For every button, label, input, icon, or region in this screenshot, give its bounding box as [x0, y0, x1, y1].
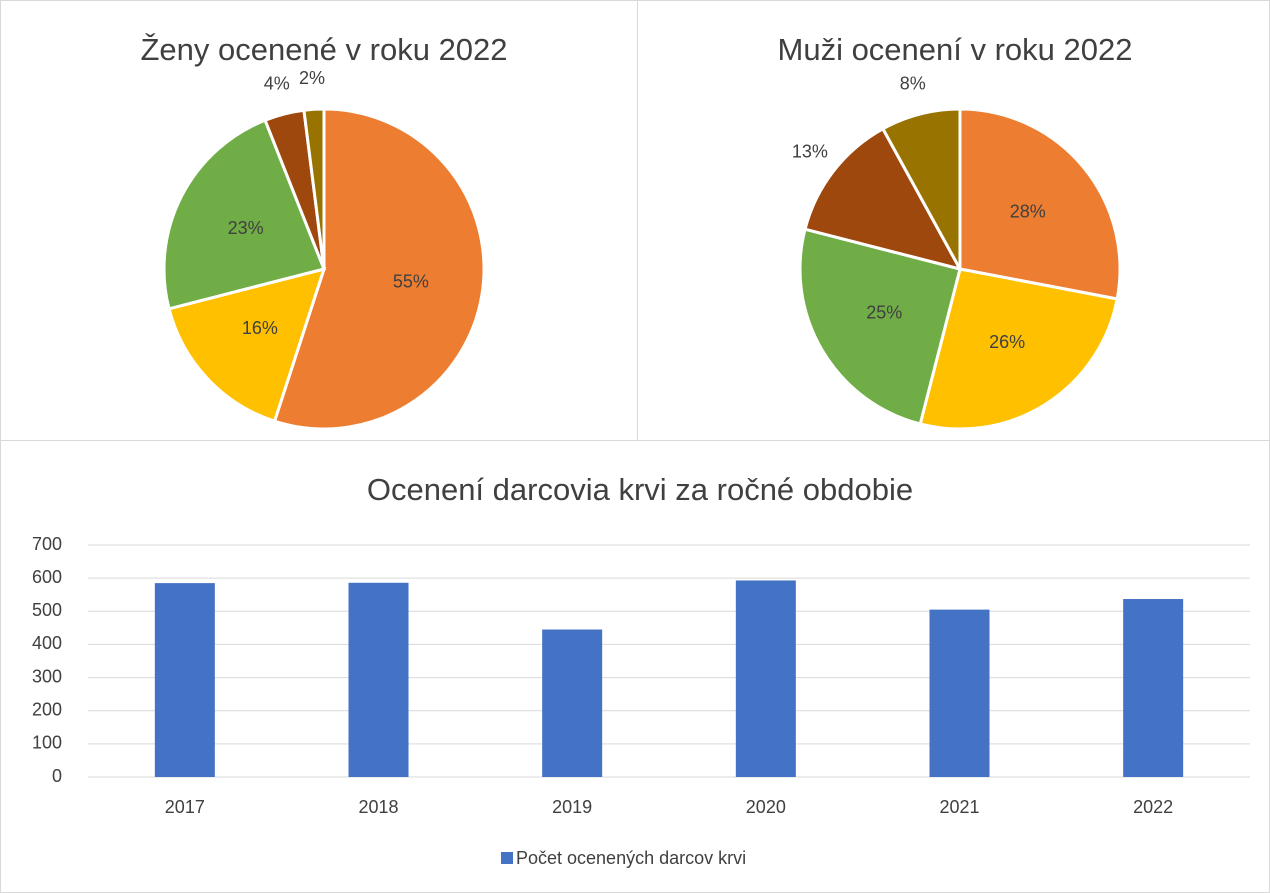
- y-tick-label: 500: [32, 600, 62, 620]
- data-label: 16%: [242, 318, 278, 338]
- chart-title: Muži ocenení v roku 2022: [778, 32, 1133, 67]
- pie-slice: [272, 107, 486, 431]
- chart-title: Ženy ocenené v roku 2022: [140, 32, 507, 67]
- y-tick-label: 200: [32, 699, 62, 719]
- pie-slice: [918, 267, 1119, 431]
- pie-slice: [880, 107, 962, 270]
- chart-title: Ocenení darcovia krvi za ročné obdobie: [367, 472, 913, 507]
- bar: [735, 580, 796, 777]
- data-label: 25%: [866, 303, 902, 323]
- legend-label: Počet ocenených darcov krvi: [516, 848, 746, 868]
- pie-slice: [958, 107, 1122, 301]
- data-label: 8%: [900, 74, 926, 94]
- y-tick-label: 300: [32, 666, 62, 686]
- data-label: 2%: [299, 68, 325, 88]
- bar: [1123, 599, 1184, 777]
- data-label: 4%: [264, 74, 290, 94]
- data-label: 23%: [228, 218, 264, 238]
- pie-slice: [302, 107, 326, 270]
- bar: [154, 583, 215, 777]
- bar: [348, 582, 409, 777]
- data-label: 55%: [393, 272, 429, 292]
- data-label: 26%: [989, 332, 1025, 352]
- x-tick-label: 2020: [746, 797, 786, 817]
- x-tick-label: 2018: [358, 797, 398, 817]
- pie-slice: [167, 266, 327, 424]
- bar: [929, 609, 990, 777]
- x-tick-label: 2022: [1133, 797, 1173, 817]
- bar: [542, 629, 603, 777]
- data-label: 28%: [1010, 202, 1046, 222]
- pie-slice: [803, 126, 963, 272]
- x-tick-label: 2019: [552, 797, 592, 817]
- y-tick-label: 0: [52, 766, 62, 786]
- data-label: 13%: [792, 141, 828, 161]
- y-tick-label: 400: [32, 633, 62, 653]
- y-tick-label: 700: [32, 534, 62, 554]
- y-tick-label: 600: [32, 567, 62, 587]
- legend-swatch: [501, 852, 513, 864]
- x-tick-label: 2017: [165, 797, 205, 817]
- pie-slice: [162, 118, 327, 311]
- y-tick-label: 100: [32, 733, 62, 753]
- pie-slice: [798, 227, 962, 426]
- x-tick-label: 2021: [939, 797, 979, 817]
